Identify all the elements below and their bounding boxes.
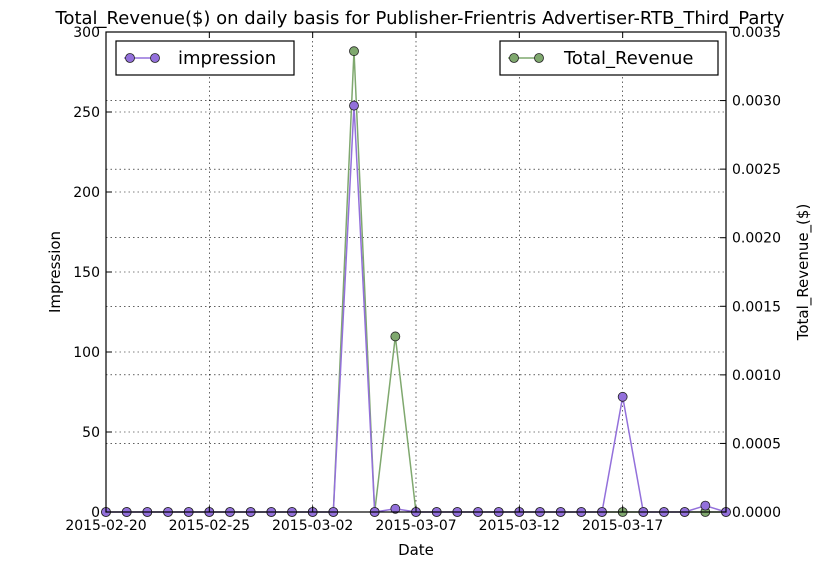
point-total-revenue	[349, 46, 359, 57]
y2-tick-label: 0.0035	[732, 25, 781, 41]
y-axis-title: Impression	[46, 231, 64, 313]
grid	[105, 31, 726, 513]
legend-marker-impression	[150, 53, 160, 63]
x-tick-label: 2015-03-12	[479, 518, 560, 534]
y2-tick-label: 0.0025	[732, 162, 781, 178]
point-impression	[390, 503, 401, 514]
legend-marker-total-revenue	[509, 53, 519, 63]
legend-label-total-revenue: Total_Revenue	[563, 48, 693, 69]
y2-tick-label: 0.0010	[732, 368, 781, 384]
chart-title: Total_Revenue($) on daily basis for Publ…	[55, 8, 785, 29]
legend-marker-impression	[125, 53, 135, 63]
y-tick-label: 150	[73, 265, 100, 281]
y2-tick-label: 0.0000	[732, 505, 781, 521]
x-tick-label: 2015-03-07	[375, 518, 456, 534]
point-impression	[700, 500, 711, 511]
y-tick-label: 0	[91, 505, 100, 521]
legend-impression: impression	[115, 40, 295, 76]
y-tick-label: 200	[73, 185, 100, 201]
x-tick-label: 2015-02-20	[65, 518, 146, 534]
y2-tick-label: 0.0020	[732, 231, 781, 247]
point-total-revenue	[390, 331, 401, 342]
y2-axis-title: Total_Revenue_($)	[794, 204, 813, 342]
y2-tick-label: 0.0005	[732, 436, 781, 452]
legend-label-impression: impression	[178, 48, 276, 69]
x-tick-label: 2015-02-25	[169, 518, 250, 534]
y-tick-label: 300	[73, 25, 100, 41]
x-tick-label: 2015-03-17	[582, 518, 663, 534]
point-impression	[617, 391, 628, 402]
y-tick-label: 250	[73, 105, 100, 121]
y2-tick-label: 0.0015	[732, 299, 781, 315]
y2-tick-label: 0.0030	[732, 94, 781, 110]
y-tick-label: 50	[82, 425, 100, 441]
x-tick-label: 2015-03-02	[272, 518, 353, 534]
legend-marker-total-revenue	[534, 53, 544, 63]
y-tick-label: 100	[73, 345, 100, 361]
legend-total-revenue: Total_Revenue	[499, 40, 719, 76]
point-impression	[349, 100, 359, 111]
x-axis-title: Date	[398, 541, 434, 559]
ticks: 2015-02-20 2015-02-25 2015-03-02 2015-03-07…	[65, 25, 781, 534]
